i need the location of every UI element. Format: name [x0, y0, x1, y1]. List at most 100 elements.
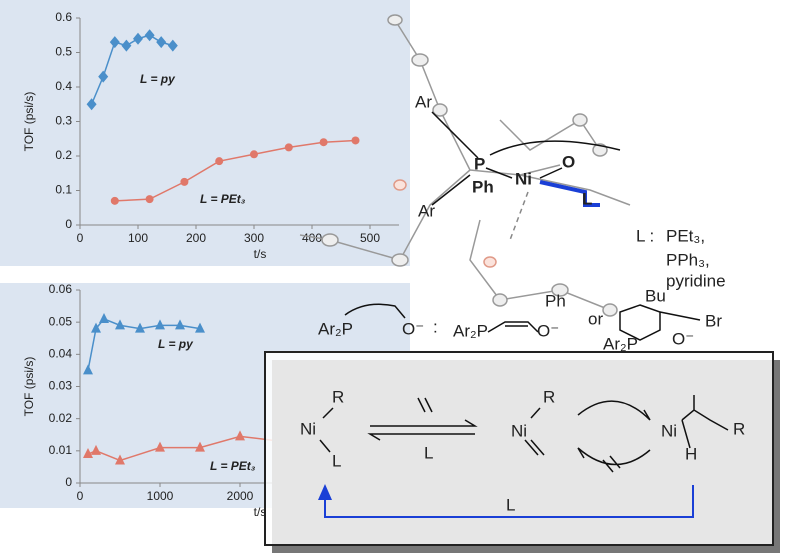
chem-label: Ar	[415, 92, 432, 111]
marker	[121, 39, 132, 52]
chem-label: PEt₃,	[666, 226, 705, 245]
marker	[144, 29, 155, 42]
x-tick-label: 400	[302, 231, 322, 245]
mechanism-box	[264, 351, 774, 546]
y-tick-label: 0.4	[55, 79, 72, 93]
marker	[109, 36, 120, 49]
marker	[284, 143, 293, 152]
marker	[215, 157, 224, 166]
x-axis-title: t/s	[254, 505, 267, 519]
marker	[175, 319, 185, 330]
series-label: L = PEt₃	[200, 192, 246, 206]
y-axis-title: TOF (psi/s)	[22, 92, 36, 152]
series-line	[114, 139, 356, 202]
y-tick-label: 0.03	[49, 379, 73, 393]
series-label: L = py	[140, 72, 176, 86]
marker	[145, 195, 154, 204]
marker	[83, 448, 93, 459]
marker	[91, 322, 101, 333]
y-tick-label: 0	[65, 475, 72, 489]
y-tick-label: 0	[65, 217, 72, 231]
chem-label: P	[474, 154, 485, 173]
y-tick-label: 0.06	[49, 282, 73, 296]
chem-label: Ar₂P	[453, 321, 488, 340]
bonds	[344, 111, 701, 341]
marker	[167, 39, 178, 52]
chem-label: Ni	[300, 419, 316, 438]
marker	[135, 322, 145, 333]
chem-label: O⁻	[672, 329, 694, 348]
x-tick-label: 0	[77, 231, 84, 245]
chem-label: O⁻	[537, 321, 559, 340]
marker	[110, 196, 119, 205]
marker	[133, 32, 143, 45]
series-label: L = py	[158, 337, 194, 351]
x-tick-label: 1000	[147, 489, 174, 503]
crystal-structure	[299, 14, 631, 317]
y-tick-label: 0.05	[49, 314, 73, 328]
chem-label: or	[588, 309, 603, 328]
chem-label: O⁻	[402, 319, 424, 338]
chem-label: Ar₂P	[603, 334, 638, 353]
marker	[180, 177, 189, 186]
chem-label: :	[433, 317, 438, 336]
arrow-head	[318, 484, 332, 500]
marker	[351, 136, 360, 145]
x-tick-label: 100	[128, 231, 148, 245]
marker	[319, 138, 328, 147]
chem-label: L	[582, 189, 592, 208]
chem-label: Ar	[418, 201, 435, 220]
x-tick-label: 2000	[227, 489, 254, 503]
y-axis-title: TOF (psi/s)	[22, 357, 36, 417]
y-tick-label: 0.5	[55, 45, 72, 59]
y-tick-label: 0.6	[55, 10, 72, 24]
y-tick-label: 0.3	[55, 114, 72, 128]
chem-label: pyridine	[666, 271, 726, 290]
chem-label: Ni	[511, 421, 527, 440]
chem-label: PPh₃,	[666, 250, 710, 269]
marker	[156, 36, 167, 49]
marker	[86, 98, 97, 111]
chem-label: R	[733, 419, 745, 438]
chem-label: Ni	[515, 169, 532, 188]
chem-label: H	[685, 444, 697, 463]
y-tick-label: 0.02	[49, 411, 73, 425]
marker	[115, 319, 125, 330]
series-label: L = PEt₃	[210, 459, 256, 473]
x-tick-label: 0	[77, 489, 84, 503]
chem-label: L :	[636, 226, 654, 245]
marker	[155, 441, 165, 452]
marker	[98, 70, 109, 83]
y-tick-label: 0.1	[55, 183, 72, 197]
chem-label: Ni	[661, 421, 677, 440]
chem-label: Ph	[472, 177, 494, 196]
marker	[83, 364, 93, 375]
chem-label: Ar₂P	[318, 319, 353, 338]
marker	[155, 319, 165, 330]
chem-label: R	[332, 387, 344, 406]
chem-label: L	[424, 443, 433, 462]
chart-panel	[0, 0, 410, 266]
return-arrow	[324, 485, 694, 518]
mechanism-arrows	[319, 395, 729, 473]
chem-label: R	[543, 387, 555, 406]
chem-label: O	[562, 152, 575, 171]
marker	[195, 441, 205, 452]
y-tick-label: 0.2	[55, 148, 72, 162]
marker	[195, 322, 205, 333]
y-tick-label: 0.01	[49, 443, 73, 457]
marker	[91, 444, 101, 455]
chem-label: Bu	[645, 286, 666, 305]
marker	[250, 150, 258, 159]
x-tick-label: 200	[186, 231, 206, 245]
marker	[99, 312, 109, 323]
chem-label: Br	[705, 311, 722, 330]
x-tick-label: 300	[244, 231, 264, 245]
y-tick-label: 0.04	[49, 347, 73, 361]
marker	[115, 454, 125, 465]
chem-label: Ph	[545, 291, 566, 310]
x-axis-title: t/s	[254, 247, 267, 261]
marker	[235, 430, 245, 441]
